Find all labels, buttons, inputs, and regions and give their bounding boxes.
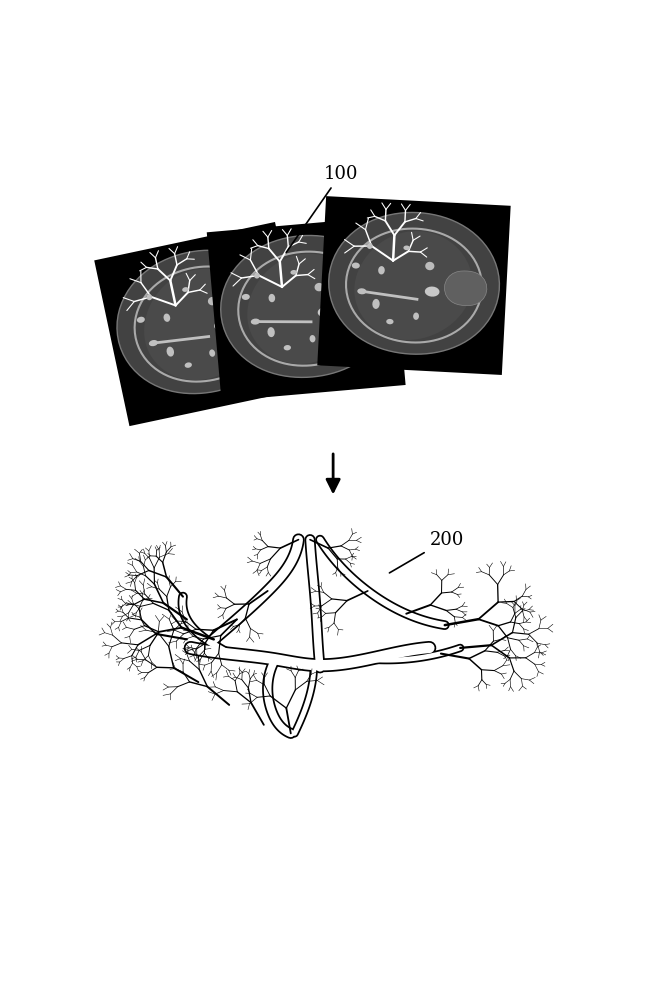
Polygon shape xyxy=(221,235,391,377)
Polygon shape xyxy=(251,319,260,325)
Polygon shape xyxy=(337,287,379,322)
Text: 200: 200 xyxy=(389,531,463,573)
Polygon shape xyxy=(315,283,324,291)
Polygon shape xyxy=(268,294,275,302)
Polygon shape xyxy=(208,297,217,305)
Polygon shape xyxy=(117,250,287,394)
Polygon shape xyxy=(146,294,152,300)
Polygon shape xyxy=(283,345,291,350)
Text: 100: 100 xyxy=(286,165,358,252)
Polygon shape xyxy=(185,362,192,368)
Polygon shape xyxy=(309,335,315,342)
Polygon shape xyxy=(242,294,250,300)
Polygon shape xyxy=(317,196,511,375)
Polygon shape xyxy=(354,231,473,340)
Polygon shape xyxy=(254,273,260,279)
Polygon shape xyxy=(425,262,434,270)
Polygon shape xyxy=(182,287,188,292)
Polygon shape xyxy=(247,254,364,364)
Polygon shape xyxy=(144,269,259,380)
Polygon shape xyxy=(209,349,215,357)
Polygon shape xyxy=(137,317,145,323)
Polygon shape xyxy=(291,270,297,275)
Polygon shape xyxy=(358,288,367,294)
Polygon shape xyxy=(214,320,229,330)
Polygon shape xyxy=(94,222,310,426)
Polygon shape xyxy=(425,287,439,297)
Polygon shape xyxy=(404,245,410,250)
Polygon shape xyxy=(367,243,372,249)
Polygon shape xyxy=(267,327,275,337)
Polygon shape xyxy=(413,312,419,320)
Polygon shape xyxy=(231,296,274,331)
Polygon shape xyxy=(386,319,393,324)
Polygon shape xyxy=(378,266,385,274)
Polygon shape xyxy=(372,299,380,309)
Polygon shape xyxy=(164,314,170,322)
Polygon shape xyxy=(329,212,499,354)
Polygon shape xyxy=(207,216,406,401)
Polygon shape xyxy=(166,347,174,357)
Polygon shape xyxy=(352,262,360,269)
Polygon shape xyxy=(318,307,332,317)
Polygon shape xyxy=(445,271,487,306)
Polygon shape xyxy=(149,340,158,346)
